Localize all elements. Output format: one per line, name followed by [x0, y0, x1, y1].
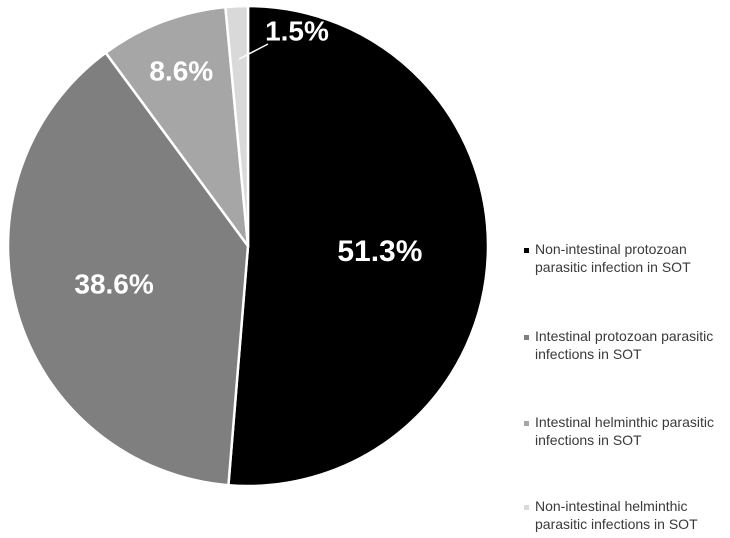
slice-label-3: 1.5% [265, 16, 329, 47]
legend-item-3: Non-intestinal helminthic parasitic infe… [524, 497, 730, 533]
legend-label-2: Intestinal helminthic parasitic infectio… [535, 414, 714, 448]
pie-chart: 51.3% 38.6% 8.6% 1.5% [6, 4, 490, 488]
leader-line-3 [238, 43, 269, 60]
legend-label-1: Intestinal protozoan parasitic infection… [535, 328, 714, 362]
pie-slice-3 [224, 4, 250, 248]
legend-swatch-2 [524, 421, 529, 426]
legend-swatch-0 [524, 248, 529, 253]
legend-item-1: Intestinal protozoan parasitic infection… [524, 327, 730, 363]
slice-label-1: 38.6% [74, 268, 153, 299]
legend-swatch-3 [524, 505, 529, 510]
pie-slice-0 [227, 4, 490, 488]
slice-label-0: 51.3% [337, 235, 422, 268]
legend-label-0: Non-intestinal protozoan parasitic infec… [535, 241, 691, 275]
pie-slice-1 [6, 51, 250, 487]
slice-label-2: 8.6% [149, 56, 213, 87]
legend-swatch-1 [524, 335, 529, 340]
legend-item-0: Non-intestinal protozoan parasitic infec… [524, 240, 730, 276]
legend-label-3: Non-intestinal helminthic parasitic infe… [535, 498, 698, 532]
legend-item-2: Intestinal helminthic parasitic infectio… [524, 413, 730, 449]
pie-slice-2 [104, 5, 250, 248]
